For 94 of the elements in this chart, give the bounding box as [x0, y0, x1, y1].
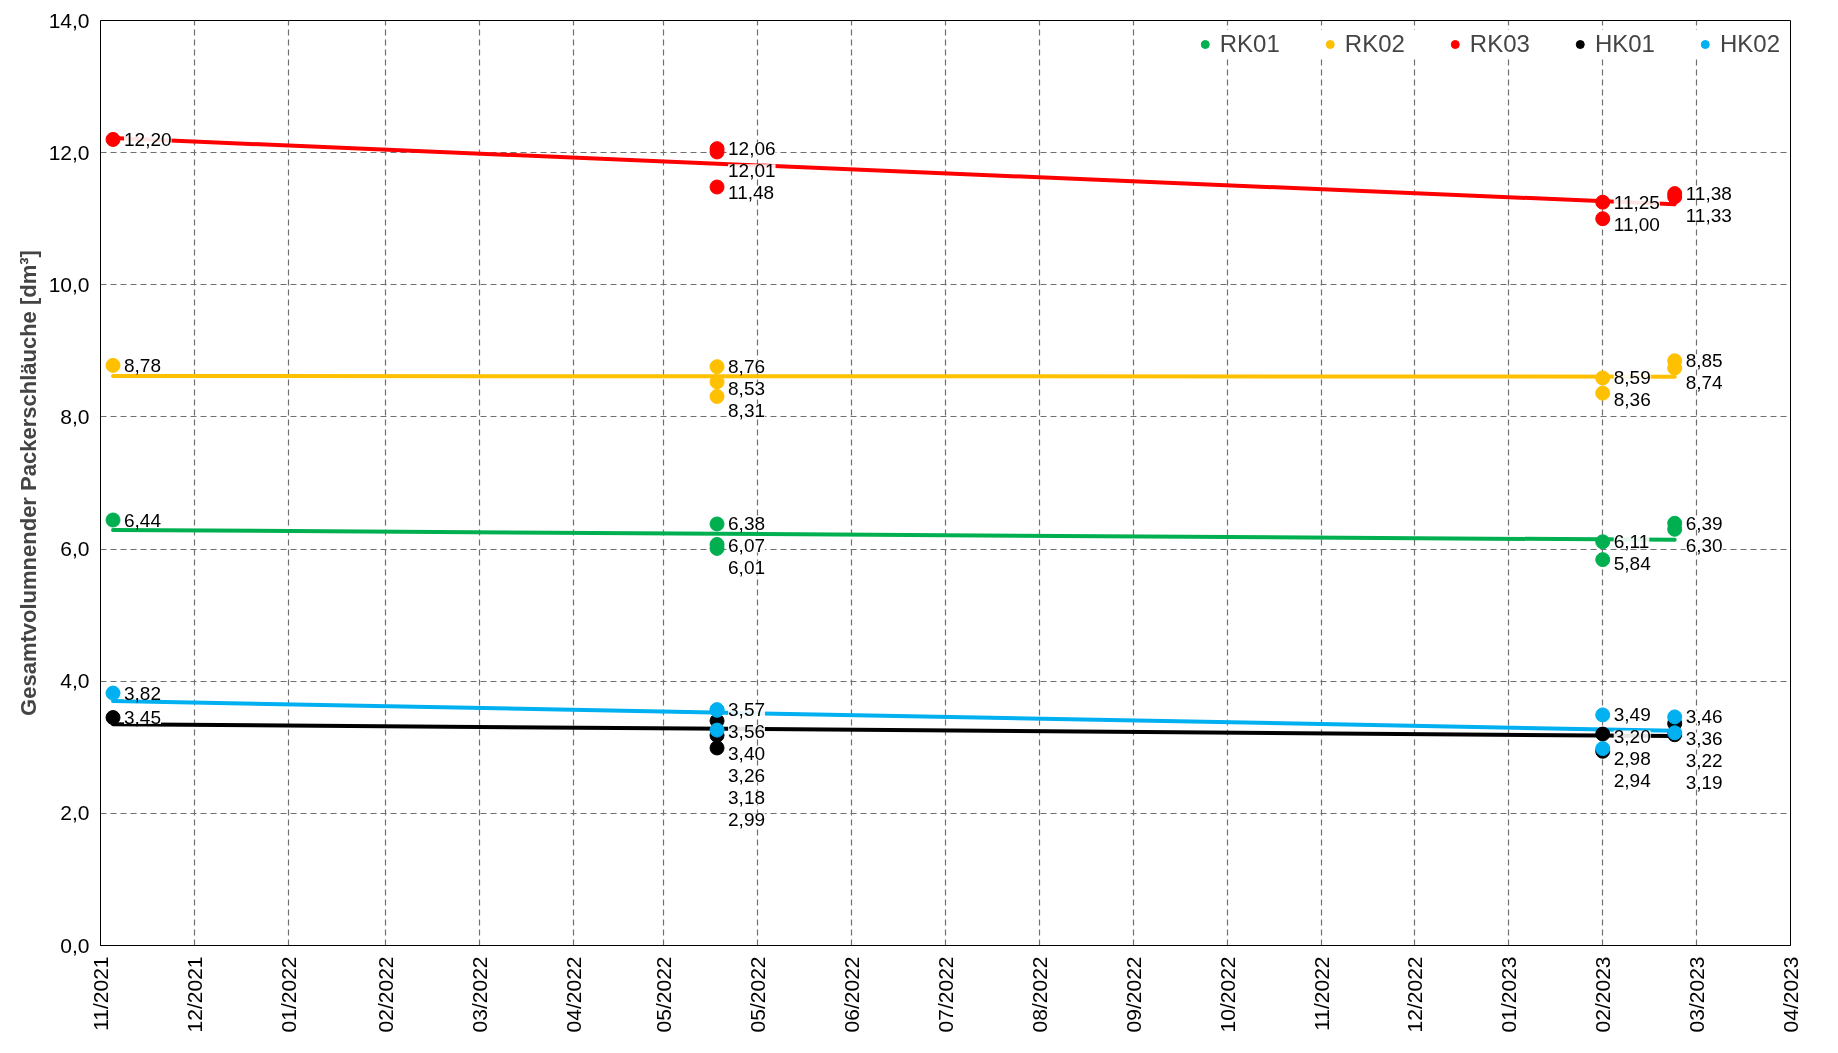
data-label: 3,19	[1685, 772, 1723, 794]
point	[709, 740, 725, 756]
x-tick-label: 12/2021	[182, 956, 206, 1033]
data-label: 6,11	[1613, 531, 1650, 553]
x-tick-label: 04/2022	[561, 956, 585, 1033]
point	[709, 388, 725, 404]
x-tick-label: 07/2022	[934, 956, 957, 1033]
x-tick-label: 01/2022	[276, 956, 300, 1033]
legend-label: HK01	[1594, 30, 1655, 58]
y-tick-label: 14,0	[48, 8, 90, 32]
x-tick-label: 11/2021	[89, 956, 112, 1031]
data-label: 8,85	[1685, 350, 1723, 372]
x-tick-label: 02/2023	[1591, 956, 1615, 1033]
data-label: 6,44	[124, 509, 162, 531]
data-label: 6,39	[1685, 512, 1723, 534]
point	[1595, 726, 1611, 742]
legend-label: RK03	[1469, 30, 1530, 58]
x-tick-label: 04/2023	[1779, 956, 1802, 1033]
data-label: 5,84	[1613, 553, 1652, 575]
data-label: 3,46	[1685, 706, 1723, 728]
point	[105, 131, 121, 147]
data-label: 3,49	[1613, 704, 1651, 726]
data-label: 12,01	[728, 160, 776, 182]
data-label: 11,00	[1613, 213, 1660, 235]
point	[1595, 707, 1611, 723]
point	[1595, 370, 1611, 386]
point	[1595, 194, 1611, 210]
data-label: 3,40	[728, 743, 766, 765]
point	[105, 685, 121, 701]
point	[709, 722, 725, 738]
point	[709, 359, 725, 375]
point	[1595, 552, 1611, 568]
point	[1667, 709, 1683, 725]
data-label: 2,94	[1613, 770, 1652, 792]
x-tick-label: 08/2022	[1027, 956, 1051, 1033]
data-label: 2,98	[1613, 748, 1651, 770]
x-tick-label: 03/2022	[467, 956, 491, 1033]
data-label: 11,33	[1685, 205, 1732, 227]
x-tick-label: 02/2022	[373, 956, 397, 1033]
point	[1595, 534, 1611, 550]
data-label: 12,06	[728, 138, 776, 160]
data-label: 11,25	[1613, 191, 1660, 213]
data-label: 3,18	[728, 787, 766, 809]
data-label: 8,36	[1613, 389, 1651, 411]
data-label: 3,20	[1613, 726, 1651, 748]
x-tick-label: 05/2022	[746, 956, 770, 1033]
x-tick-label: 10/2022	[1215, 956, 1239, 1033]
data-label: 3,36	[1685, 728, 1723, 750]
data-label: 12,20	[124, 128, 172, 150]
data-label: 3,26	[728, 765, 766, 787]
x-tick-label: 11/2022	[1309, 956, 1333, 1031]
y-tick-label: 0,0	[60, 933, 90, 957]
data-label: 8,31	[728, 400, 766, 422]
data-label: 8,59	[1613, 367, 1651, 389]
y-axis-title: Gesamtvolumnender Packerschläuche [dm³]	[15, 250, 41, 716]
point	[105, 357, 121, 373]
data-label: 6,07	[728, 535, 766, 557]
point	[709, 374, 725, 390]
data-label: 3,56	[728, 721, 766, 743]
point	[1595, 211, 1611, 227]
x-tick-label: 09/2022	[1121, 956, 1145, 1033]
x-tick-label: 01/2023	[1497, 956, 1521, 1033]
legend-label: RK01	[1219, 30, 1280, 58]
data-label: 8,78	[124, 354, 161, 376]
y-tick-label: 4,0	[60, 669, 90, 693]
point	[1595, 385, 1611, 401]
data-label: 11,38	[1685, 183, 1732, 205]
legend-label: HK02	[1719, 30, 1780, 58]
data-label: 6,30	[1685, 534, 1723, 556]
data-label: 2,99	[728, 809, 766, 831]
legend-label: RK02	[1344, 30, 1405, 58]
y-tick-label: 2,0	[60, 801, 90, 825]
point	[105, 710, 121, 726]
data-label: 8,53	[728, 378, 766, 400]
point	[105, 512, 121, 528]
data-label: 3,22	[1685, 750, 1723, 772]
data-label: 6,38	[728, 513, 766, 535]
data-label: 8,74	[1685, 372, 1724, 394]
x-tick-label: 03/2023	[1685, 956, 1709, 1033]
data-label: 8,76	[728, 356, 766, 378]
y-tick-label: 12,0	[48, 140, 90, 164]
y-tick-label: 6,0	[60, 537, 90, 561]
x-tick-label: 05/2022	[652, 956, 676, 1033]
data-label: 3,45	[124, 707, 161, 729]
point	[709, 516, 725, 532]
x-tick-label: 06/2022	[840, 956, 864, 1033]
data-label: 3,82	[124, 682, 161, 704]
x-tick-label: 12/2022	[1403, 956, 1427, 1033]
y-tick-label: 8,0	[60, 404, 90, 428]
y-tick-label: 10,0	[48, 272, 90, 296]
point	[709, 179, 725, 195]
data-label: 3,57	[728, 699, 766, 721]
data-label: 11,48	[728, 182, 775, 204]
data-label: 6,01	[728, 557, 766, 579]
